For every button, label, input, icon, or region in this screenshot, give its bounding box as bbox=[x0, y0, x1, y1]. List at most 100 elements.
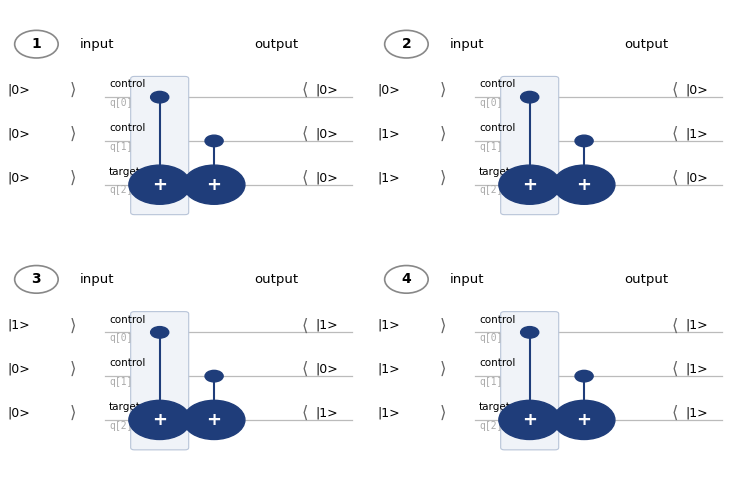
Text: 4: 4 bbox=[402, 272, 411, 287]
Text: ⟩: ⟩ bbox=[440, 169, 446, 187]
Text: |0>: |0> bbox=[316, 84, 338, 97]
Text: 1: 1 bbox=[32, 37, 41, 51]
Text: |1>: |1> bbox=[686, 407, 708, 420]
Text: input: input bbox=[80, 273, 115, 286]
Text: ⟩: ⟩ bbox=[440, 125, 446, 143]
FancyBboxPatch shape bbox=[501, 312, 559, 450]
Text: |1>: |1> bbox=[377, 171, 400, 184]
Text: ⟨: ⟨ bbox=[301, 316, 308, 335]
Text: +: + bbox=[206, 411, 221, 429]
Text: control: control bbox=[479, 123, 515, 133]
Text: ⟩: ⟩ bbox=[70, 360, 76, 378]
Text: q[0]: q[0] bbox=[109, 98, 132, 108]
Text: |1>: |1> bbox=[377, 319, 400, 332]
Circle shape bbox=[151, 91, 169, 103]
Text: output: output bbox=[254, 37, 298, 51]
Text: ⟨: ⟨ bbox=[301, 169, 308, 187]
Text: ⟩: ⟩ bbox=[70, 125, 76, 143]
Text: |0>: |0> bbox=[316, 128, 338, 141]
Text: |0>: |0> bbox=[686, 84, 708, 97]
Text: |0>: |0> bbox=[7, 363, 30, 376]
Text: +: + bbox=[576, 411, 591, 429]
Circle shape bbox=[205, 135, 223, 147]
Text: |1>: |1> bbox=[377, 128, 400, 141]
Text: q[2]: q[2] bbox=[479, 420, 502, 431]
Text: target: target bbox=[479, 167, 511, 177]
Circle shape bbox=[129, 400, 190, 440]
Circle shape bbox=[554, 400, 615, 440]
Text: +: + bbox=[152, 176, 167, 194]
Text: output: output bbox=[254, 273, 298, 286]
Text: 2: 2 bbox=[402, 37, 411, 51]
Text: ⟨: ⟨ bbox=[671, 169, 678, 187]
Text: |1>: |1> bbox=[377, 363, 400, 376]
Text: ⟩: ⟩ bbox=[440, 360, 446, 378]
Text: ⟨: ⟨ bbox=[671, 404, 678, 422]
Text: ⟨: ⟨ bbox=[671, 360, 678, 378]
Text: +: + bbox=[576, 176, 591, 194]
Text: +: + bbox=[152, 411, 167, 429]
Circle shape bbox=[554, 165, 615, 204]
Text: +: + bbox=[206, 176, 221, 194]
Circle shape bbox=[151, 326, 169, 338]
Circle shape bbox=[499, 400, 560, 440]
Circle shape bbox=[129, 165, 190, 204]
Text: q[0]: q[0] bbox=[109, 333, 132, 343]
Text: target: target bbox=[479, 402, 511, 412]
Text: |1>: |1> bbox=[7, 319, 30, 332]
Text: |0>: |0> bbox=[7, 171, 30, 184]
Text: q[2]: q[2] bbox=[109, 420, 132, 431]
Text: control: control bbox=[109, 315, 145, 324]
Text: ⟩: ⟩ bbox=[440, 404, 446, 422]
Text: control: control bbox=[109, 359, 145, 369]
Text: |1>: |1> bbox=[686, 128, 708, 141]
Circle shape bbox=[575, 371, 593, 382]
Text: ⟩: ⟩ bbox=[440, 316, 446, 335]
Text: ⟨: ⟨ bbox=[301, 404, 308, 422]
Text: q[1]: q[1] bbox=[109, 377, 132, 387]
Text: control: control bbox=[479, 315, 515, 324]
Text: input: input bbox=[450, 37, 485, 51]
Text: target: target bbox=[109, 402, 141, 412]
Text: +: + bbox=[522, 411, 537, 429]
Text: |1>: |1> bbox=[377, 407, 400, 420]
Text: ⟨: ⟨ bbox=[671, 316, 678, 335]
Text: |1>: |1> bbox=[686, 363, 708, 376]
Text: output: output bbox=[624, 273, 668, 286]
Text: input: input bbox=[450, 273, 485, 286]
Text: |0>: |0> bbox=[316, 171, 338, 184]
Text: ⟨: ⟨ bbox=[671, 81, 678, 99]
Text: ⟩: ⟩ bbox=[440, 81, 446, 99]
Text: |0>: |0> bbox=[377, 84, 400, 97]
Text: |0>: |0> bbox=[686, 171, 708, 184]
Text: ⟩: ⟩ bbox=[70, 316, 76, 335]
Circle shape bbox=[205, 371, 223, 382]
Text: output: output bbox=[624, 37, 668, 51]
Text: q[2]: q[2] bbox=[479, 185, 502, 195]
Text: q[1]: q[1] bbox=[109, 142, 132, 152]
Text: target: target bbox=[109, 167, 141, 177]
Circle shape bbox=[575, 135, 593, 147]
Text: q[0]: q[0] bbox=[479, 333, 502, 343]
Text: |0>: |0> bbox=[7, 128, 30, 141]
Text: |0>: |0> bbox=[7, 407, 30, 420]
FancyBboxPatch shape bbox=[501, 76, 559, 215]
Circle shape bbox=[184, 165, 245, 204]
Circle shape bbox=[521, 91, 539, 103]
Text: control: control bbox=[479, 359, 515, 369]
Text: ⟩: ⟩ bbox=[70, 169, 76, 187]
Text: input: input bbox=[80, 37, 115, 51]
Text: ⟨: ⟨ bbox=[301, 81, 308, 99]
Text: q[1]: q[1] bbox=[479, 142, 502, 152]
Text: q[1]: q[1] bbox=[479, 377, 502, 387]
Text: control: control bbox=[109, 80, 145, 89]
Text: ⟨: ⟨ bbox=[301, 125, 308, 143]
Text: ⟨: ⟨ bbox=[671, 125, 678, 143]
Text: |1>: |1> bbox=[316, 319, 338, 332]
Text: |0>: |0> bbox=[316, 363, 338, 376]
Text: ⟨: ⟨ bbox=[301, 360, 308, 378]
Text: control: control bbox=[479, 80, 515, 89]
Text: q[2]: q[2] bbox=[109, 185, 132, 195]
Text: q[0]: q[0] bbox=[479, 98, 502, 108]
Circle shape bbox=[184, 400, 245, 440]
